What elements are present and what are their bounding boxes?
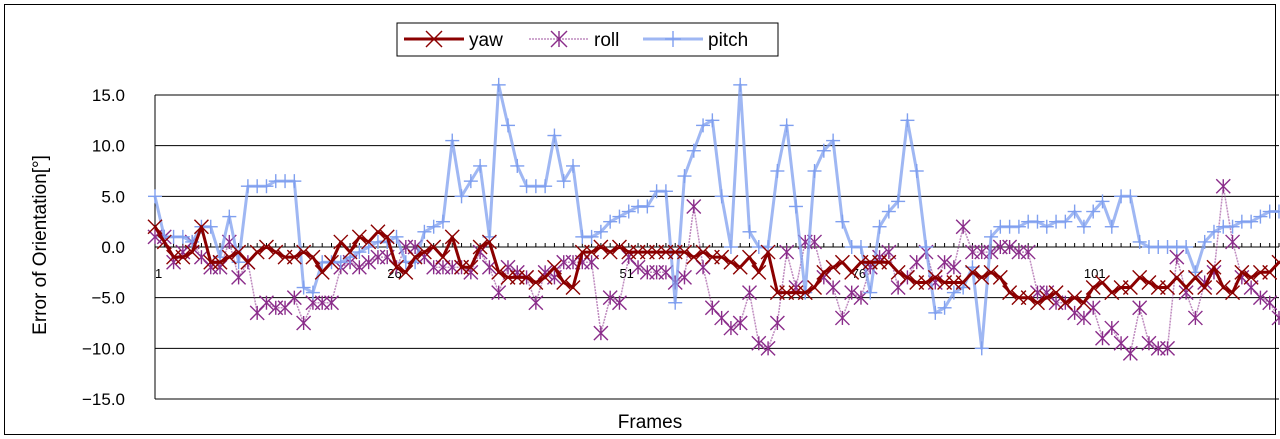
pitch-point [455, 189, 469, 203]
roll-point [1216, 179, 1230, 193]
roll-point [743, 286, 757, 300]
roll-point [956, 220, 970, 234]
roll-point [1226, 235, 1240, 249]
series-yaw [148, 220, 1280, 310]
pitch-point [1077, 220, 1091, 234]
series-pitch [148, 78, 1280, 355]
series-roll [148, 179, 1280, 360]
pitch-point [566, 159, 580, 173]
pitch-line [155, 85, 1279, 348]
y-tick-label: 10.0 [92, 137, 125, 156]
yaw-point [743, 250, 757, 264]
x-axis-title: Frames [618, 412, 682, 433]
pitch-point [492, 78, 506, 92]
y-tick-label: −10.0 [82, 339, 125, 358]
roll-point [529, 296, 543, 310]
y-tick-label: 15.0 [92, 86, 125, 105]
x-category-labels: 1 26 51 76 101 [155, 266, 1106, 281]
y-tick-label: −15.0 [82, 390, 125, 409]
pitch-point [854, 240, 868, 254]
axes [155, 95, 1279, 399]
x-category-label: 101 [1084, 266, 1106, 281]
pitch-point [1105, 220, 1119, 234]
x-category-label: 1 [155, 266, 162, 281]
legend-label-pitch: pitch [708, 30, 748, 51]
roll-point [1188, 311, 1202, 325]
y-tick-label: −5.0 [91, 289, 125, 308]
pitch-point [919, 240, 933, 254]
pitch-point [789, 199, 803, 213]
pitch-point [910, 164, 924, 178]
pitch-point [464, 174, 478, 188]
pitch-point [770, 164, 784, 178]
roll-point [780, 245, 794, 259]
yaw-point [752, 265, 766, 279]
pitch-point [733, 78, 747, 92]
roll-point [826, 281, 840, 295]
pitch-point [835, 215, 849, 229]
roll-point [770, 316, 784, 330]
pitch-point [677, 169, 691, 183]
pitch-point [873, 220, 887, 234]
roll-point [1105, 321, 1119, 335]
pitch-point [640, 199, 654, 213]
pitch-point [1272, 205, 1280, 219]
roll-point [297, 316, 311, 330]
roll-point [687, 199, 701, 213]
pitch-point [547, 129, 561, 143]
legend: yaw roll pitch [397, 23, 778, 56]
pitch-point [473, 159, 487, 173]
plot-area [148, 78, 1280, 361]
pitch-point [808, 164, 822, 178]
pitch-point [743, 225, 757, 239]
pitch-point [780, 118, 794, 132]
pitch-point [510, 159, 524, 173]
roll-point [232, 270, 246, 284]
roll-point [835, 311, 849, 325]
y-tick-label: 0.0 [101, 238, 125, 257]
pitch-point [975, 341, 989, 355]
pitch-point [501, 118, 515, 132]
roll-point [492, 286, 506, 300]
y-ticks: −15.0 −10.0 −5.0 0.0 5.0 10.0 15.0 [82, 86, 125, 409]
roll-point [1133, 301, 1147, 315]
roll-point [1123, 346, 1137, 360]
pitch-point [148, 189, 162, 203]
legend-label-roll: roll [594, 30, 619, 51]
legend-label-yaw: yaw [469, 30, 503, 51]
y-axis-title: Error of Orientation[°] [30, 155, 51, 335]
pitch-point [287, 174, 301, 188]
pitch-point [715, 189, 729, 203]
pitch-point [538, 179, 552, 193]
pitch-point [1123, 189, 1137, 203]
y-tick-label: 5.0 [101, 187, 125, 206]
pitch-point [222, 210, 236, 224]
pitch-point [900, 113, 914, 127]
pitch-point [557, 174, 571, 188]
roll-point [594, 326, 608, 340]
